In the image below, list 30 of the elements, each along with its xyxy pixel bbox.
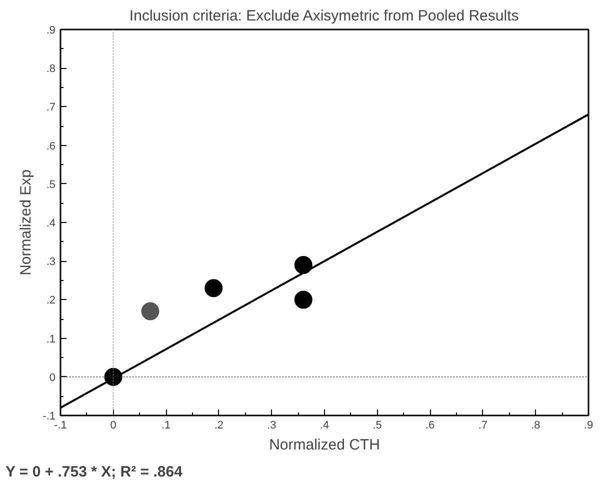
x-tick-label: .2 xyxy=(214,420,224,432)
x-tick-label: .7 xyxy=(478,420,488,432)
y-tick-label: .5 xyxy=(46,178,56,191)
point xyxy=(294,256,312,274)
y-tick-label: .8 xyxy=(46,63,56,76)
point xyxy=(294,290,312,309)
y-tick-label: .2 xyxy=(46,294,56,307)
x-tick-label: .6 xyxy=(426,420,435,432)
x-tick-label: 0 xyxy=(110,420,116,432)
x-tick-label: .8 xyxy=(531,420,540,432)
x-axis-title: Normalized CTH xyxy=(269,436,380,454)
y-tick-label: .6 xyxy=(46,140,56,152)
y-tick-label: .3 xyxy=(46,256,56,268)
x-tick-label: .5 xyxy=(372,420,382,432)
y-tick-label: .4 xyxy=(46,218,56,230)
point xyxy=(204,279,223,298)
x-tick-label: .4 xyxy=(320,420,330,432)
x-tick-label: .9 xyxy=(584,420,594,432)
text: Y = 0 + .753 * X; R² = .864 xyxy=(6,464,184,480)
x-tick-label: -.1 xyxy=(54,420,67,432)
y-tick-label: 0 xyxy=(49,372,56,384)
x-tick-label: .3 xyxy=(267,420,276,432)
y-tick-label: .9 xyxy=(46,24,56,36)
y-tick-label: -.1 xyxy=(42,410,56,422)
y-tick-label: .1 xyxy=(46,333,56,346)
y-axis-title: Normalized Exp xyxy=(18,170,35,276)
x-tick-label: .1 xyxy=(162,420,171,432)
y-tick-label: .7 xyxy=(46,102,56,114)
chart-title: Inclusion criteria: Exclude Axisymetric from Pooled Results xyxy=(129,8,519,24)
point xyxy=(141,302,160,320)
